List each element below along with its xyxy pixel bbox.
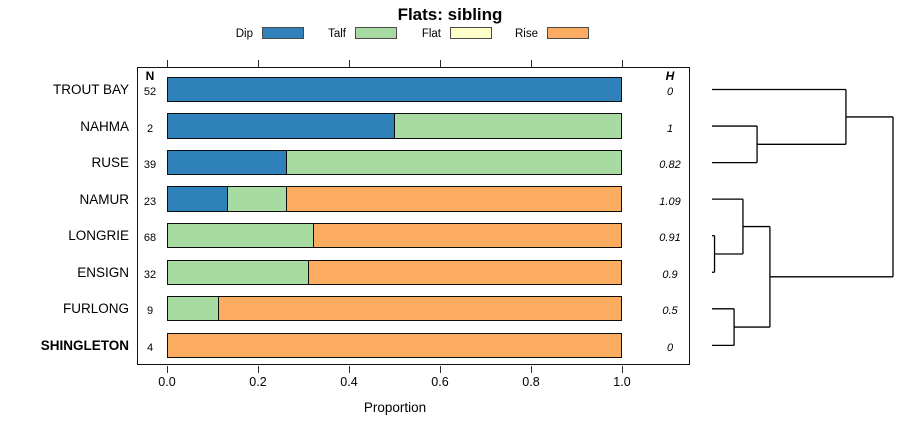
axis-tick-top: [349, 60, 351, 67]
legend-swatch-rise: [547, 27, 589, 39]
legend-swatch-dip: [262, 27, 304, 39]
x-axis-title: Proportion: [363, 400, 427, 415]
plot-frame: [137, 67, 690, 365]
bar-segment-talf: [286, 150, 621, 175]
bar-row: [167, 296, 622, 322]
h-value: 0: [666, 341, 674, 354]
axis-tick-bottom: [531, 365, 533, 373]
h-value: 0.5: [662, 305, 678, 318]
legend-swatch-flat: [450, 27, 492, 39]
category-label: TROUT BAY: [52, 82, 129, 97]
axis-tick-label: 0.6: [431, 375, 449, 389]
bar-segment-dip: [168, 114, 395, 138]
axis-tick-label: 1.0: [613, 375, 631, 389]
legend-label: Dip: [235, 28, 253, 40]
n-value: 4: [146, 341, 154, 354]
h-value: 0.9: [662, 268, 678, 281]
bar-row: [167, 76, 622, 103]
axis-tick-label: 0.8: [522, 375, 540, 389]
bar-segment-rise: [168, 333, 621, 358]
bar-segment-rise: [218, 297, 621, 321]
axis-tick-top: [531, 60, 533, 67]
chart-title: Flats: sibling: [397, 5, 503, 24]
h-value: 0.82: [659, 159, 681, 172]
bar-row: [167, 332, 622, 359]
bar-segment-talf: [168, 224, 314, 248]
bar-segment-dip: [168, 77, 621, 102]
n-value: 68: [143, 232, 157, 245]
category-label: LONGRIE: [68, 228, 129, 244]
axis-tick-label: 0.2: [249, 375, 267, 389]
axis-tick-top: [167, 60, 169, 67]
n-value: 39: [143, 159, 157, 172]
h-value: 1: [666, 122, 674, 135]
legend-label: Rise: [514, 28, 538, 40]
bar-row: [167, 259, 622, 285]
legend-label: Talf: [328, 28, 346, 40]
bar-segment-rise: [309, 260, 621, 284]
n-value: 32: [143, 268, 157, 281]
h-column-header: H: [665, 69, 675, 83]
bar-segment-talf: [168, 297, 219, 321]
n-value: 9: [146, 305, 154, 318]
category-label: NAHMA: [80, 118, 129, 134]
bar-segment-dip: [168, 150, 287, 175]
axis-tick-label: 0.4: [340, 375, 358, 389]
axis-tick-top: [258, 60, 260, 67]
legend-label: Flat: [421, 28, 441, 40]
bar-segment-talf: [395, 114, 621, 138]
bar-row: [167, 186, 622, 212]
axis-tick-bottom: [167, 365, 169, 373]
axis-tick-bottom: [258, 365, 260, 373]
category-label: FURLONG: [62, 301, 129, 317]
axis-tick-top: [622, 60, 624, 67]
n-value: 2: [146, 122, 154, 135]
n-value: 52: [143, 86, 157, 98]
category-label: RUSE: [91, 155, 129, 171]
bar-segment-rise: [313, 224, 621, 248]
bar-row: [167, 223, 622, 249]
bar-segment-talf: [168, 260, 310, 284]
h-value: 0.91: [659, 232, 681, 245]
axis-tick-label: 0.0: [158, 375, 176, 389]
axis-tick-bottom: [440, 365, 442, 373]
bar-segment-talf: [227, 187, 288, 211]
n-value: 23: [143, 195, 157, 208]
legend-swatch-talf: [355, 27, 397, 39]
category-label: NAMUR: [79, 191, 130, 207]
category-label: SHINGLETON: [40, 337, 129, 353]
n-column-header: N: [145, 69, 155, 83]
axis-tick-bottom: [622, 365, 624, 373]
bar-segment-rise: [287, 187, 621, 211]
axis-tick-bottom: [349, 365, 351, 373]
h-value: 0: [666, 86, 674, 98]
h-value: 1.09: [659, 195, 681, 208]
bar-row: [167, 149, 622, 176]
category-label: ENSIGN: [77, 264, 129, 280]
bar-row: [167, 113, 622, 139]
axis-tick-top: [440, 60, 442, 67]
bar-segment-dip: [168, 187, 228, 211]
